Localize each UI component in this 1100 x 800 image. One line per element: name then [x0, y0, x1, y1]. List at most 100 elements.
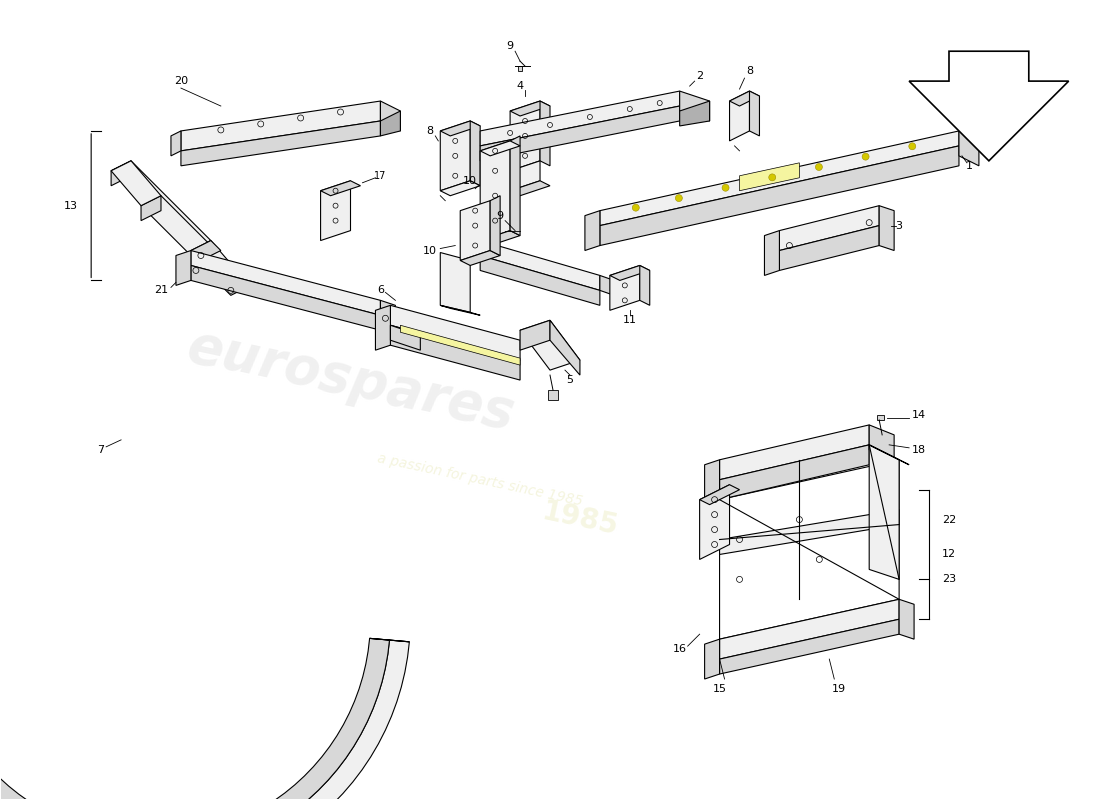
Polygon shape	[899, 599, 914, 639]
Polygon shape	[719, 619, 899, 674]
Polygon shape	[680, 101, 710, 126]
Polygon shape	[440, 121, 481, 136]
Polygon shape	[705, 460, 719, 505]
Polygon shape	[869, 445, 899, 579]
Polygon shape	[877, 415, 884, 420]
Text: 3: 3	[895, 221, 903, 230]
Polygon shape	[440, 253, 470, 312]
Polygon shape	[481, 106, 680, 161]
Text: 9: 9	[506, 42, 514, 51]
Polygon shape	[585, 210, 600, 250]
Circle shape	[675, 194, 682, 202]
Polygon shape	[719, 599, 899, 659]
Polygon shape	[680, 91, 710, 121]
Polygon shape	[180, 121, 381, 166]
Text: eurospares: eurospares	[183, 320, 519, 440]
Polygon shape	[390, 326, 420, 350]
Polygon shape	[440, 181, 481, 196]
Text: 9: 9	[496, 210, 504, 221]
Text: 10: 10	[424, 246, 438, 255]
Polygon shape	[381, 300, 395, 335]
Text: 6: 6	[377, 286, 384, 295]
Text: 5: 5	[566, 375, 573, 385]
Text: 8: 8	[427, 126, 433, 136]
Circle shape	[815, 163, 823, 170]
Polygon shape	[609, 266, 650, 281]
Polygon shape	[191, 250, 381, 315]
Polygon shape	[510, 136, 520, 235]
Polygon shape	[481, 91, 680, 146]
Polygon shape	[729, 91, 759, 106]
Text: 11: 11	[623, 315, 637, 326]
Polygon shape	[481, 255, 600, 306]
Polygon shape	[700, 485, 729, 559]
Polygon shape	[320, 181, 351, 241]
Text: 13: 13	[64, 201, 78, 210]
Polygon shape	[481, 230, 520, 246]
Polygon shape	[370, 638, 409, 642]
Polygon shape	[191, 241, 241, 286]
Polygon shape	[780, 226, 879, 270]
Polygon shape	[520, 320, 550, 350]
Polygon shape	[470, 121, 481, 186]
Text: 20: 20	[174, 76, 188, 86]
Polygon shape	[390, 306, 520, 360]
Polygon shape	[600, 275, 619, 298]
Polygon shape	[518, 66, 522, 71]
Polygon shape	[141, 196, 161, 221]
Text: 7: 7	[98, 445, 104, 455]
Polygon shape	[909, 51, 1069, 161]
Polygon shape	[390, 326, 520, 380]
Polygon shape	[460, 201, 491, 261]
Polygon shape	[440, 121, 470, 190]
Polygon shape	[191, 266, 381, 330]
Polygon shape	[959, 131, 979, 166]
Polygon shape	[460, 250, 500, 266]
Polygon shape	[729, 91, 749, 141]
Polygon shape	[705, 639, 719, 679]
Polygon shape	[640, 266, 650, 306]
Text: 14: 14	[912, 410, 926, 420]
Text: 15: 15	[713, 684, 727, 694]
Polygon shape	[180, 101, 381, 151]
Polygon shape	[600, 146, 959, 246]
Polygon shape	[510, 101, 540, 170]
Polygon shape	[510, 101, 550, 116]
Circle shape	[862, 153, 869, 160]
Circle shape	[632, 204, 639, 211]
Text: 19: 19	[833, 684, 846, 694]
Polygon shape	[540, 101, 550, 166]
Text: 8: 8	[746, 66, 754, 76]
Text: 1985: 1985	[539, 498, 620, 542]
Text: a passion for parts since 1985: a passion for parts since 1985	[376, 451, 584, 508]
Polygon shape	[764, 230, 780, 275]
Polygon shape	[869, 445, 909, 465]
Text: 18: 18	[912, 445, 926, 455]
Text: 16: 16	[673, 644, 686, 654]
Polygon shape	[609, 266, 640, 310]
Polygon shape	[111, 161, 161, 206]
Polygon shape	[879, 206, 894, 250]
Polygon shape	[869, 425, 894, 460]
Circle shape	[769, 174, 776, 181]
Polygon shape	[481, 141, 520, 156]
Polygon shape	[491, 196, 501, 255]
Polygon shape	[481, 241, 600, 290]
Polygon shape	[700, 485, 739, 505]
Polygon shape	[481, 141, 510, 241]
Polygon shape	[600, 131, 959, 226]
Text: 2: 2	[696, 71, 703, 81]
Polygon shape	[176, 250, 191, 286]
Polygon shape	[111, 161, 131, 186]
Text: 21: 21	[154, 286, 168, 295]
Polygon shape	[510, 181, 550, 196]
Polygon shape	[0, 510, 409, 800]
Polygon shape	[320, 181, 361, 196]
Polygon shape	[749, 91, 759, 136]
Text: 4: 4	[517, 81, 524, 91]
Polygon shape	[520, 320, 580, 370]
Polygon shape	[141, 196, 241, 286]
Polygon shape	[719, 425, 869, 480]
Polygon shape	[719, 510, 899, 554]
Polygon shape	[221, 275, 251, 295]
